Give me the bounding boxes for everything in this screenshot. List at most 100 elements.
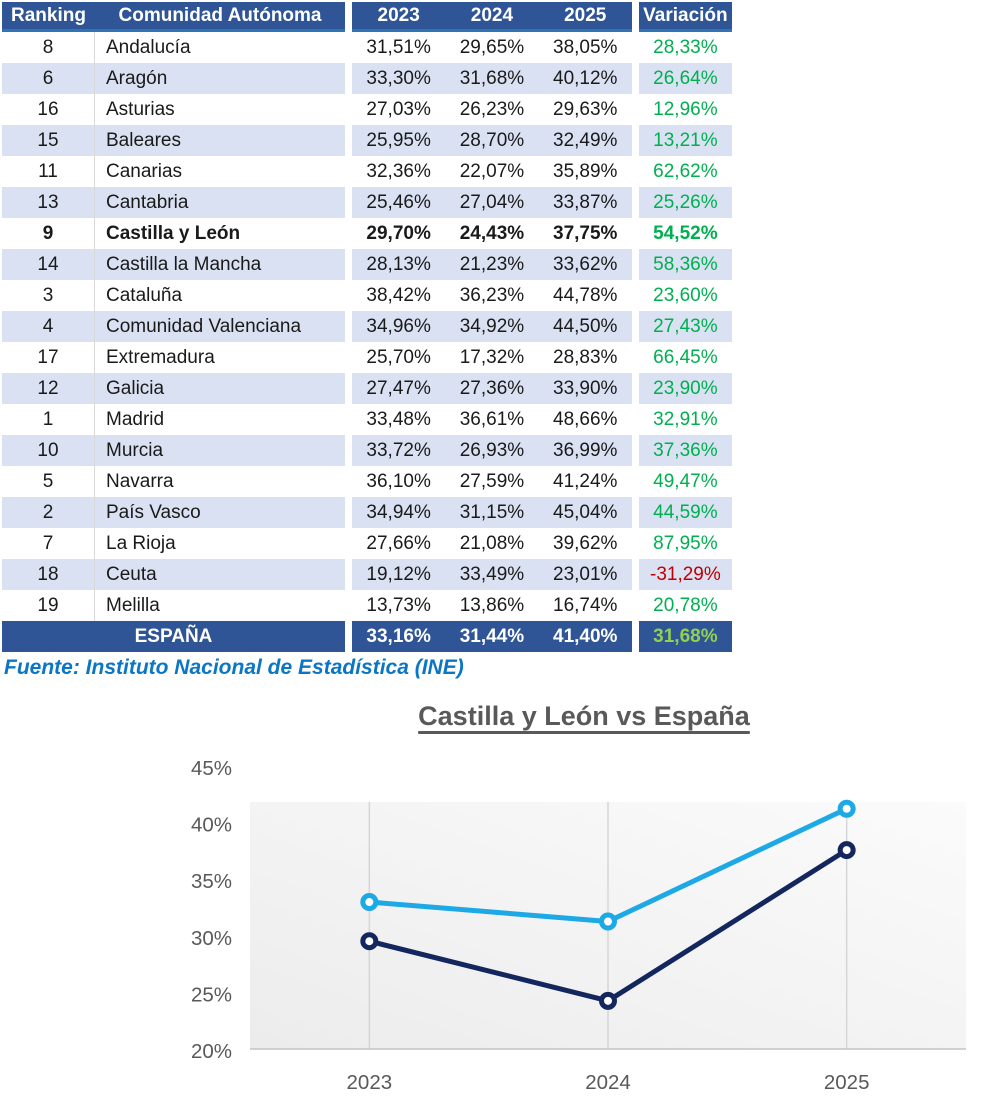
value-2024-cell: 33,49%: [445, 559, 539, 590]
value-2025-cell: 41,24%: [538, 466, 632, 497]
value-2023-cell: 29,70%: [352, 218, 446, 249]
community-name-cell: Navarra: [95, 466, 345, 497]
variation-cell: 44,59%: [638, 497, 732, 528]
total-label-cell: ESPAÑA: [2, 621, 345, 652]
variation-cell: 28,33%: [638, 32, 732, 63]
source-note: Fuente: Instituto Nacional de Estadístic…: [4, 656, 464, 679]
svg-text:30%: 30%: [191, 927, 232, 950]
column-gap: [345, 466, 352, 497]
column-gap: [631, 156, 639, 187]
community-name-cell: Murcia: [95, 435, 345, 466]
column-gap: [345, 342, 352, 373]
header-2025: 2025: [564, 4, 607, 26]
variation-cell: 49,47%: [638, 466, 732, 497]
svg-text:25%: 25%: [191, 983, 232, 1006]
value-2023-cell: 27,03%: [352, 94, 446, 125]
ranking-cell: 3: [2, 280, 95, 311]
column-gap: [345, 2, 352, 32]
table-total-row-espana: ESPAÑA 33,16% 31,44% 41,40% 31,68%: [2, 621, 733, 652]
column-gap: [345, 125, 352, 156]
column-gap: [631, 249, 639, 280]
column-gap: [345, 156, 352, 187]
table-row-cantabria: 13 Cantabria 25,46% 27,04% 33,87% 25,26%: [2, 187, 733, 218]
column-gap: [345, 218, 352, 249]
value-2024-cell: 27,36%: [445, 373, 539, 404]
total-2023-cell: 33,16%: [352, 621, 446, 652]
community-name-cell: Madrid: [95, 404, 345, 435]
value-2025-cell: 40,12%: [538, 63, 632, 94]
value-2023-cell: 36,10%: [352, 466, 446, 497]
ranking-cell: 17: [2, 342, 95, 373]
column-gap: [345, 528, 352, 559]
column-gap: [631, 466, 639, 497]
variation-cell: 27,43%: [638, 311, 732, 342]
column-gap: [345, 404, 352, 435]
column-gap: [345, 435, 352, 466]
community-name-cell: Baleares: [95, 125, 345, 156]
variation-cell: 26,64%: [638, 63, 732, 94]
column-gap: [345, 559, 352, 590]
column-gap: [631, 404, 639, 435]
column-gap: [631, 342, 639, 373]
value-2023-cell: 33,72%: [352, 435, 446, 466]
table-row-cataluna: 3 Cataluña 38,42% 36,23% 44,78% 23,60%: [2, 280, 733, 311]
community-name-cell: Aragón: [95, 63, 345, 94]
column-gap: [345, 32, 352, 63]
community-name-cell: Cantabria: [95, 187, 345, 218]
ranking-cell: 19: [2, 590, 95, 621]
svg-text:45%: 45%: [191, 757, 232, 780]
column-gap: [345, 280, 352, 311]
column-gap: [345, 94, 352, 125]
variation-cell: 20,78%: [638, 590, 732, 621]
community-name-cell: La Rioja: [95, 528, 345, 559]
table-row-melilla: 19 Melilla 13,73% 13,86% 16,74% 20,78%: [2, 590, 733, 621]
ranking-cell: 16: [2, 94, 95, 125]
variation-cell: 58,36%: [638, 249, 732, 280]
column-gap: [345, 187, 352, 218]
column-gap: [631, 2, 639, 32]
variation-cell: 32,91%: [638, 404, 732, 435]
community-name-cell: Cataluña: [95, 280, 345, 311]
value-2024-cell: 26,23%: [445, 94, 539, 125]
column-gap: [631, 280, 639, 311]
header-block-years: 2023 2024 2025: [352, 2, 632, 32]
table-body: 8 Andalucía 31,51% 29,65% 38,05% 28,33% 6 Arag…: [2, 32, 733, 621]
table-row-navarra: 5 Navarra 36,10% 27,59% 41,24% 49,47%: [2, 466, 733, 497]
value-2023-cell: 34,96%: [352, 311, 446, 342]
value-2023-cell: 38,42%: [352, 280, 446, 311]
total-variation-cell: 31,68%: [638, 621, 732, 652]
svg-text:35%: 35%: [191, 870, 232, 893]
ranking-cell: 11: [2, 156, 95, 187]
variation-cell: 37,36%: [638, 435, 732, 466]
header-block-left: Ranking Comunidad Autónoma: [2, 2, 345, 32]
value-2025-cell: 44,78%: [538, 280, 632, 311]
variation-cell: 66,45%: [638, 342, 732, 373]
value-2025-cell: 33,87%: [538, 187, 632, 218]
table-row-ceuta: 18 Ceuta 19,12% 33,49% 23,01% -31,29%: [2, 559, 733, 590]
value-2025-cell: 16,74%: [538, 590, 632, 621]
community-name-cell: Melilla: [95, 590, 345, 621]
table-header-row: Ranking Comunidad Autónoma 2023 2024 202…: [2, 2, 733, 32]
value-2024-cell: 21,23%: [445, 249, 539, 280]
community-name-cell: Extremadura: [95, 342, 345, 373]
value-2025-cell: 35,89%: [538, 156, 632, 187]
ranking-cell: 6: [2, 63, 95, 94]
column-gap: [631, 311, 639, 342]
value-2023-cell: 25,95%: [352, 125, 446, 156]
table-row-la-rioja: 7 La Rioja 27,66% 21,08% 39,62% 87,95%: [2, 528, 733, 559]
value-2025-cell: 33,62%: [538, 249, 632, 280]
table-row-extremadura: 17 Extremadura 25,70% 17,32% 28,83% 66,45%: [2, 342, 733, 373]
value-2023-cell: 27,47%: [352, 373, 446, 404]
column-gap: [631, 559, 639, 590]
column-gap: [345, 497, 352, 528]
column-gap: [345, 590, 352, 621]
variation-cell: 62,62%: [638, 156, 732, 187]
value-2024-cell: 28,70%: [445, 125, 539, 156]
value-2024-cell: 27,04%: [445, 187, 539, 218]
value-2024-cell: 13,86%: [445, 590, 539, 621]
table-row-castilla-y-leon: 9 Castilla y León 29,70% 24,43% 37,75% 54,52%: [2, 218, 733, 249]
value-2024-cell: 21,08%: [445, 528, 539, 559]
column-gap: [345, 249, 352, 280]
value-2023-cell: 27,66%: [352, 528, 446, 559]
